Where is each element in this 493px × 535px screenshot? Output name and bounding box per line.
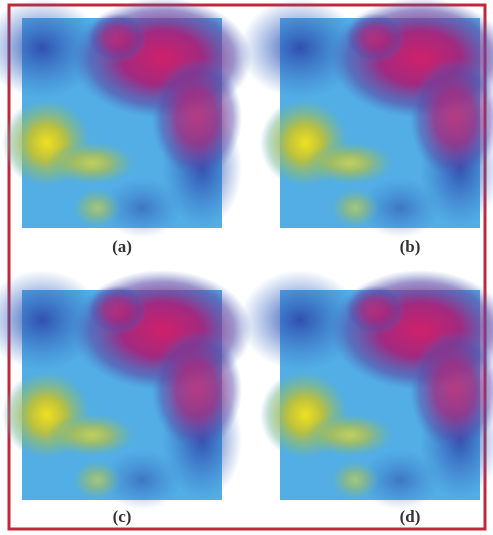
panel-image <box>0 0 252 238</box>
panel-image <box>240 0 493 238</box>
figure: (a) (b) (c) (d) <box>0 0 493 535</box>
panel-image <box>0 270 252 510</box>
page: (a) (b) (c) (d) (() => { const data = JS… <box>0 0 493 535</box>
panel-image <box>240 270 493 510</box>
panel-label: (d) <box>400 507 421 526</box>
panel-label: (c) <box>113 507 132 526</box>
panel-label: (a) <box>112 237 132 256</box>
panel-label: (b) <box>400 237 421 256</box>
